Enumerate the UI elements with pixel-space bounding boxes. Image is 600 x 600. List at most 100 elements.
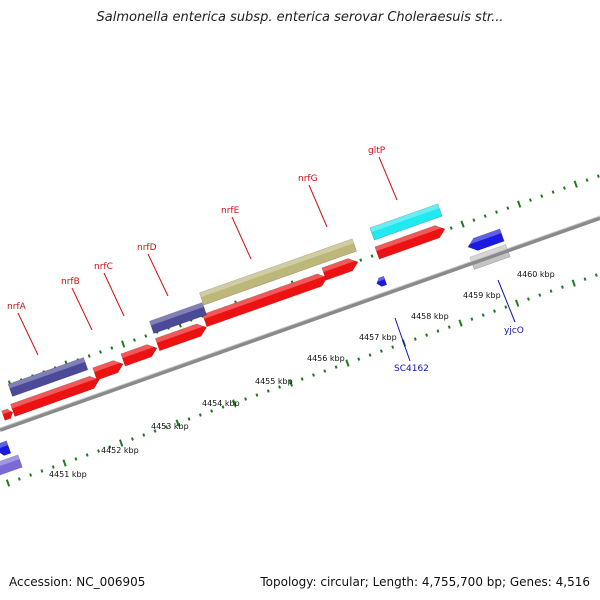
gene-SC4162-shine [375, 276, 385, 283]
inner-tick [244, 397, 248, 401]
outer-tick [370, 254, 374, 258]
inner-tick [17, 477, 21, 481]
feature-track [0, 203, 511, 478]
kbp-label: 4455 kbp [255, 377, 293, 386]
gene-nrfC [120, 341, 158, 367]
inner-tick [300, 377, 304, 381]
gene-SC4162-shape [376, 275, 388, 287]
inner-tick [357, 357, 361, 361]
inner-tick [97, 449, 100, 453]
gene-nrfE-shape [202, 273, 328, 328]
gene-nrfB [92, 357, 124, 381]
outer-tick [517, 200, 522, 208]
gene-label-nrfD: nrfD [137, 243, 157, 253]
feature-olive-shine [199, 238, 354, 298]
gene-gltP-shine [374, 222, 445, 252]
feature-olive [199, 238, 357, 306]
gene-label-SC4162: SC4162 [394, 364, 429, 374]
inner-tick [413, 337, 417, 341]
leader-nrfD [147, 253, 169, 297]
outer-tick [121, 340, 126, 348]
outer-tick [483, 214, 487, 218]
gene-left-purple [0, 454, 23, 478]
inner-tick-track [5, 273, 598, 487]
outer-tick [99, 350, 102, 354]
gene-label-nrfG: nrfG [298, 174, 318, 184]
inner-tick [187, 417, 191, 421]
kbp-label: 4457 kbp [359, 333, 397, 342]
leader-SC4162 [394, 317, 411, 362]
gene-left-fragment-shape [1, 408, 14, 421]
inner-tick [108, 445, 112, 449]
inner-tick [40, 469, 44, 473]
leader-nrfE [231, 216, 252, 260]
gene-nrfB-shape [92, 360, 124, 381]
inner-tick [470, 317, 474, 321]
inner-tick [504, 305, 508, 309]
feature-navy-1-shape [7, 357, 89, 397]
outer-tick [562, 186, 566, 190]
gene-nrfC-shine [120, 341, 157, 359]
gene-left-purple-shape [0, 454, 23, 478]
kbp-label-layer: 4451 kbp 4452 kbp 4453 kbp 4454 kbp 4455 kbp… [49, 270, 555, 479]
gene-nrfG-shape [321, 258, 359, 281]
kbp-label: 4451 kbp [49, 470, 87, 479]
inner-tick [312, 373, 315, 377]
outer-tick [87, 354, 91, 358]
feature-navy-2 [149, 302, 207, 334]
inner-tick [51, 465, 55, 469]
gene-label-nrfA: nrfA [7, 302, 27, 312]
gene-gltP-shape [374, 225, 446, 260]
gene-nrfD [154, 321, 207, 352]
outer-tick [460, 220, 465, 228]
gene-label-yjcO: yjcO [504, 326, 524, 336]
gene-nrfD-shape [154, 323, 207, 352]
inner-tick [5, 479, 11, 487]
inner-tick [221, 405, 225, 409]
kbp-label: 4456 kbp [307, 354, 345, 363]
gene-left-blue-shine [0, 440, 9, 450]
inner-tick [515, 299, 520, 307]
inner-tick [493, 309, 496, 313]
gene-left-fragment [1, 407, 14, 421]
outer-tick [596, 174, 600, 178]
inner-tick [583, 277, 587, 281]
inner-tick [560, 285, 564, 289]
inner-tick [447, 325, 451, 329]
gene-reverse-blue [465, 228, 505, 251]
inner-tick [391, 345, 395, 349]
outer-tick [449, 226, 453, 230]
inner-tick [368, 353, 372, 357]
inner-tick [458, 319, 463, 327]
inner-tick [62, 459, 67, 467]
inner-tick [29, 473, 33, 477]
backbone-line-main [0, 216, 600, 432]
gene-reverse-blue-shine [465, 228, 502, 246]
feature-navy-2-shape [149, 302, 207, 334]
inner-tick [527, 297, 530, 301]
inner-tick [481, 313, 485, 317]
gene-gltP [374, 222, 446, 260]
backbone-highlight [0, 215, 600, 429]
gene-nrfA-shine [10, 373, 99, 409]
inner-tick [164, 425, 168, 429]
inner-tick [85, 453, 89, 457]
gene-SC4162 [375, 275, 388, 287]
gene-left-blue [0, 440, 12, 456]
inner-tick [255, 393, 259, 397]
kbp-label: 4452 kbp [101, 446, 139, 455]
inner-tick [379, 349, 383, 353]
feature-cyan-shine [369, 203, 440, 233]
feature-olive-shape [199, 238, 357, 306]
gene-nrfA-shape [10, 375, 100, 417]
feature-navy-1 [7, 357, 89, 397]
inner-tick [571, 279, 576, 287]
outer-tick [585, 178, 589, 182]
inner-tick [131, 437, 134, 441]
gene-label-nrfB: nrfB [61, 277, 80, 287]
gene-nrfA [10, 373, 100, 417]
map-title: Salmonella enterica subsp. enterica sero… [96, 10, 504, 25]
outer-tick [472, 218, 476, 222]
backbone-line [0, 215, 600, 432]
